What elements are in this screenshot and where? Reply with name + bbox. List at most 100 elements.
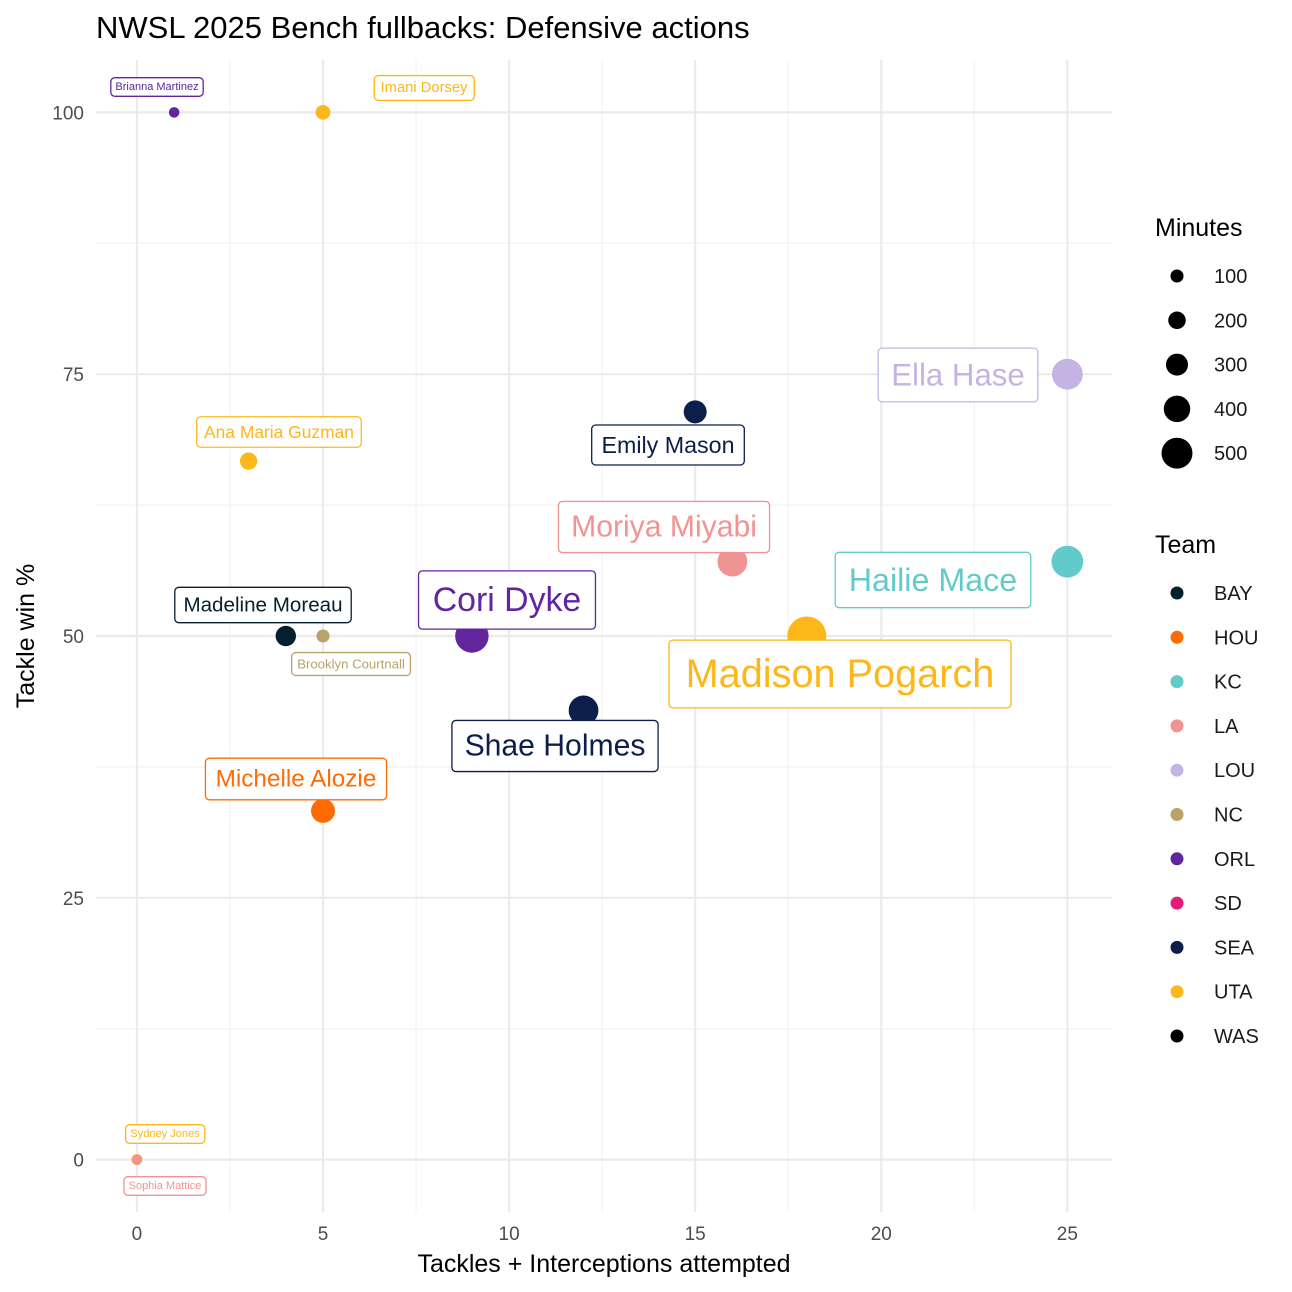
point-label: Sophia Mattice bbox=[123, 1176, 207, 1196]
legend-size-key bbox=[1161, 437, 1193, 469]
y-tick-label: 25 bbox=[63, 889, 84, 910]
point-label-box bbox=[204, 757, 388, 801]
point-label-box bbox=[417, 570, 597, 630]
point-label-box bbox=[591, 424, 745, 466]
point-label: Ella Hase bbox=[877, 347, 1039, 403]
legend-team-label: SD bbox=[1214, 893, 1242, 915]
legend-team-key bbox=[1170, 763, 1184, 777]
point-label: Cori Dyke bbox=[417, 570, 597, 630]
point-label: Michelle Alozie bbox=[204, 757, 388, 801]
point-label-text: Madeline Moreau bbox=[183, 594, 342, 617]
x-tick-label: 10 bbox=[499, 1224, 520, 1245]
y-axis-title: Tackle win % bbox=[12, 564, 40, 709]
point-label-text: Michelle Alozie bbox=[216, 766, 377, 793]
point-label-text: Ella Hase bbox=[891, 358, 1024, 393]
point-label-box bbox=[834, 551, 1032, 609]
legend-size-label: 200 bbox=[1214, 310, 1247, 332]
legend-size-key bbox=[1170, 269, 1184, 283]
legend-team-label: ORL bbox=[1214, 849, 1255, 871]
point-label-text: Imani Dorsey bbox=[381, 80, 469, 96]
point-label-text: Emily Mason bbox=[601, 432, 734, 458]
legend-team-key bbox=[1170, 675, 1184, 689]
point-label: Madison Pogarch bbox=[668, 639, 1012, 709]
data-point bbox=[275, 625, 297, 647]
point-label-box bbox=[668, 639, 1012, 709]
y-tick-label: 75 bbox=[63, 365, 84, 386]
point-label: Brianna Martinez bbox=[110, 77, 204, 97]
point-label-box bbox=[123, 1176, 207, 1196]
data-point bbox=[315, 105, 331, 120]
legend-team-key bbox=[1170, 719, 1184, 733]
data-point bbox=[316, 629, 330, 643]
legend-size-label: 100 bbox=[1214, 266, 1247, 288]
point-label-box bbox=[877, 347, 1039, 403]
legend-team-key bbox=[1170, 586, 1184, 600]
point-label: Madeline Moreau bbox=[174, 586, 352, 624]
y-tick-label: 0 bbox=[73, 1151, 84, 1172]
data-point bbox=[1051, 358, 1083, 390]
legend-team-label: HOU bbox=[1214, 627, 1258, 649]
data-point bbox=[1051, 545, 1084, 578]
legend-size-label: 500 bbox=[1214, 443, 1247, 465]
legend-team-label: NC bbox=[1214, 805, 1243, 827]
x-tick-label: 15 bbox=[685, 1224, 706, 1245]
legend-team-label: WAS bbox=[1214, 1026, 1259, 1048]
x-tick-label: 0 bbox=[132, 1224, 143, 1245]
legend-team-key bbox=[1170, 896, 1184, 910]
legend-size-label: 400 bbox=[1214, 399, 1247, 421]
data-point bbox=[168, 107, 180, 118]
x-tick-label: 25 bbox=[1057, 1224, 1078, 1245]
point-label-box bbox=[196, 416, 362, 448]
point-label-text: Ana Maria Guzman bbox=[204, 422, 354, 442]
point-label: Moriya Miyabi bbox=[557, 500, 771, 554]
chart-title: NWSL 2025 Bench fullbacks: Defensive act… bbox=[96, 10, 750, 45]
point-label-text: Shae Holmes bbox=[465, 730, 646, 763]
data-point bbox=[568, 695, 599, 726]
point-label-box bbox=[373, 74, 475, 102]
data-point bbox=[717, 546, 748, 577]
x-axis-title: Tackles + Interceptions attempted bbox=[417, 1250, 790, 1278]
labels-layer: Brianna Martinez Imani Dorsey Ella Hase Emi… bbox=[110, 74, 1039, 1196]
legend-size-title: Minutes bbox=[1155, 214, 1243, 242]
legend-team-key bbox=[1170, 1029, 1184, 1043]
legend-team-label: KC bbox=[1214, 672, 1242, 694]
point-label: Ana Maria Guzman bbox=[196, 416, 362, 448]
point-label-box bbox=[110, 77, 204, 97]
legend-team-label: LOU bbox=[1214, 760, 1255, 782]
legend-team-key bbox=[1170, 985, 1184, 999]
point-label-box bbox=[451, 719, 659, 773]
legend-size-key bbox=[1168, 311, 1186, 330]
data-point bbox=[683, 400, 707, 424]
point-label-text: Madison Pogarch bbox=[686, 652, 995, 696]
point-label: Hailie Mace bbox=[834, 551, 1032, 609]
legend-size-key bbox=[1163, 395, 1191, 423]
point-label: Emily Mason bbox=[591, 424, 745, 466]
legend-team-key bbox=[1170, 808, 1184, 821]
legend-size-key bbox=[1165, 353, 1189, 376]
point-label: Shae Holmes bbox=[451, 719, 659, 773]
y-tick-label: 100 bbox=[52, 103, 84, 124]
point-label: Brooklyn Courtnall bbox=[291, 651, 412, 677]
point-label: Sydney Jones bbox=[125, 1124, 206, 1144]
y-tick-label: 50 bbox=[63, 627, 84, 648]
point-label-text: Cori Dyke bbox=[433, 581, 582, 619]
grid bbox=[96, 60, 1112, 1212]
legend-team-label: BAY bbox=[1214, 583, 1253, 605]
x-tick-label: 20 bbox=[871, 1224, 892, 1245]
legend: Minutes 100 200 300 400 500 Team BAY HOU KC LA LOU N… bbox=[1155, 214, 1259, 1048]
legend-team-key bbox=[1170, 852, 1184, 866]
point-label-box bbox=[174, 586, 352, 624]
data-point bbox=[310, 798, 336, 823]
legend-team-key bbox=[1170, 940, 1184, 954]
point-label-text: Brianna Martinez bbox=[115, 81, 198, 93]
x-tick-label: 5 bbox=[318, 1224, 329, 1245]
point-label-box bbox=[291, 651, 412, 677]
point-label: Imani Dorsey bbox=[373, 74, 475, 102]
point-label-text: Hailie Mace bbox=[849, 562, 1017, 598]
point-label-text: Brooklyn Courtnall bbox=[297, 657, 405, 672]
legend-team-label: LA bbox=[1214, 716, 1239, 738]
legend-team-label: SEA bbox=[1214, 937, 1255, 959]
point-label-text: Sydney Jones bbox=[130, 1128, 200, 1140]
data-point bbox=[131, 1154, 143, 1165]
